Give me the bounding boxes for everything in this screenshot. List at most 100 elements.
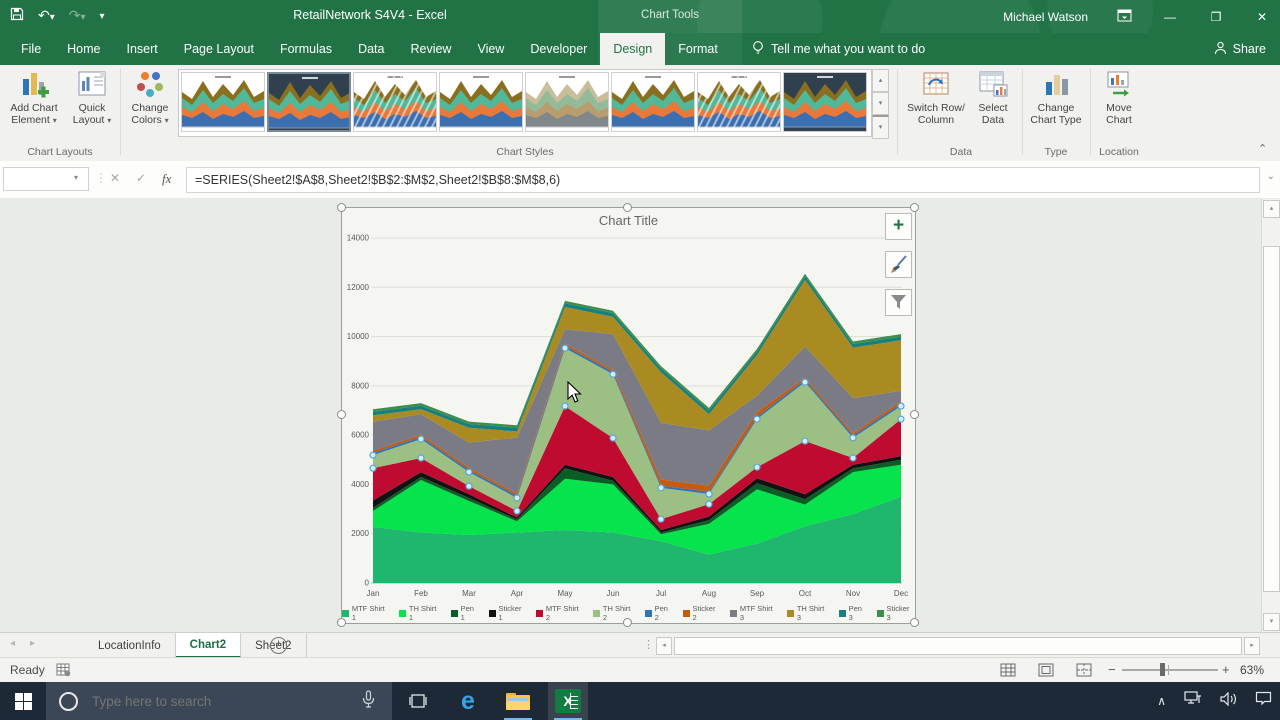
selected-series-point[interactable]	[801, 378, 809, 386]
legend-item-th-shirt-3[interactable]: TH Shirt 3	[787, 604, 830, 622]
area-series-th-shirt-3[interactable]	[373, 279, 901, 443]
selected-series-point[interactable]	[897, 402, 905, 410]
chart-title[interactable]: Chart Title	[598, 213, 659, 228]
selected-series-point[interactable]	[417, 435, 425, 443]
new-sheet-button[interactable]: +	[270, 637, 287, 654]
restore-button[interactable]: ❐	[1210, 9, 1222, 24]
sheet-tab-locationinfo[interactable]: LocationInfo	[84, 633, 176, 658]
legend-item-th-shirt-1[interactable]: TH Shirt 1	[399, 604, 442, 622]
area-series-th-shirt-2[interactable]	[373, 348, 901, 520]
area-series-th-shirt-1[interactable]	[373, 464, 901, 555]
zoom-slider-thumb[interactable]	[1160, 663, 1165, 676]
ribbon-tab-developer[interactable]: Developer	[530, 42, 588, 56]
selected-series-point[interactable]	[897, 415, 905, 423]
chart-style-thumb-1[interactable]	[181, 72, 265, 132]
ribbon-tab-insert[interactable]: Insert	[126, 42, 158, 56]
zoom-percent[interactable]: 63%	[1240, 663, 1265, 677]
legend-item-pen-2[interactable]: Pen 2	[644, 604, 674, 622]
selected-series-point[interactable]	[657, 484, 665, 492]
change-chart-type-button[interactable]: Change Chart Type	[1026, 69, 1086, 141]
selected-series-point[interactable]	[561, 344, 569, 352]
chart-handle-e[interactable]	[910, 410, 919, 419]
selected-series-point[interactable]	[849, 434, 857, 442]
horizontal-scroll-thumb[interactable]	[674, 637, 1242, 655]
volume-icon[interactable]	[1220, 691, 1237, 711]
zoom-in-icon[interactable]: +	[1222, 662, 1230, 677]
legend-item-th-shirt-2[interactable]: TH Shirt 2	[593, 604, 636, 622]
normal-view-icon[interactable]	[1000, 663, 1016, 682]
chart-legend[interactable]: MTF Shirt 1 TH Shirt 1 Pen 1 Sticker 1 MTF S…	[342, 604, 915, 622]
selected-series-point[interactable]	[657, 515, 665, 523]
user-name[interactable]: Michael Watson	[1003, 9, 1088, 24]
collapse-ribbon-icon[interactable]: ⌃	[1258, 143, 1268, 155]
select-data-button[interactable]: Select Data	[969, 69, 1017, 141]
ribbon-tab-formulas[interactable]: Formulas	[279, 42, 333, 56]
selected-series-point[interactable]	[609, 434, 617, 442]
save-icon[interactable]	[10, 0, 24, 33]
hscroll-left-arrow[interactable]: ◂	[656, 637, 672, 655]
sheet-nav-left-icon[interactable]: ◂	[10, 638, 16, 649]
name-box-caret-icon[interactable]: ▾	[74, 173, 79, 182]
ribbon-display-options-icon[interactable]	[1114, 9, 1134, 25]
chart-handle-sw[interactable]	[337, 618, 346, 627]
selected-series-point[interactable]	[465, 482, 473, 490]
name-box[interactable]	[3, 167, 89, 191]
selected-series-point[interactable]	[417, 454, 425, 462]
tray-chevron-icon[interactable]: ∧	[1157, 694, 1166, 708]
hscroll-right-arrow[interactable]: ▸	[1244, 637, 1260, 655]
start-button[interactable]	[0, 682, 46, 720]
ribbon-tab-format[interactable]: Format	[678, 42, 718, 56]
chart-style-thumb-6[interactable]	[611, 72, 695, 132]
insert-function-icon[interactable]: fx	[162, 171, 172, 186]
ribbon-tab-home[interactable]: Home	[67, 42, 101, 56]
macro-record-icon[interactable]	[56, 663, 71, 682]
sheet-tab-chart2[interactable]: Chart2	[175, 633, 242, 658]
action-center-icon[interactable]	[1255, 691, 1272, 711]
legend-item-pen-1[interactable]: Pen 1	[450, 604, 480, 622]
selected-series-point[interactable]	[753, 463, 761, 471]
gallery-scroll-up[interactable]: ▴	[872, 69, 889, 92]
selected-series-point[interactable]	[513, 507, 521, 515]
scroll-up-arrow[interactable]: ▴	[1263, 200, 1280, 218]
legend-item-sticker-1[interactable]: Sticker 1	[488, 604, 527, 622]
switch-row-column-button[interactable]: Switch Row/ Column	[905, 69, 967, 141]
legend-item-mtf-shirt-2[interactable]: MTF Shirt 2	[536, 604, 584, 622]
ribbon-tab-data[interactable]: Data	[358, 42, 385, 56]
undo-icon[interactable]: ↶▾	[38, 7, 55, 23]
selected-series-point[interactable]	[801, 437, 809, 445]
selected-series-point[interactable]	[513, 494, 521, 502]
chart-handle-w[interactable]	[337, 410, 346, 419]
ribbon-tab-page-layout[interactable]: Page Layout	[183, 42, 254, 56]
ribbon-tab-file[interactable]: File	[21, 42, 42, 56]
excel-taskbar-icon[interactable]: X	[548, 682, 588, 720]
page-layout-view-icon[interactable]	[1038, 663, 1054, 682]
chart-style-thumb-4[interactable]	[439, 72, 523, 132]
chart-handle-n[interactable]	[623, 203, 632, 212]
chart-object[interactable]: Chart Title 0 2000 4000 6000 8000 10000 12000 1…	[337, 203, 919, 627]
legend-item-sticker-2[interactable]: Sticker 2	[682, 604, 721, 622]
task-view-button[interactable]	[398, 682, 438, 720]
chart-style-thumb-7[interactable]	[697, 72, 781, 132]
ribbon-tab-review[interactable]: Review	[410, 42, 452, 56]
selected-series-point[interactable]	[753, 415, 761, 423]
legend-item-mtf-shirt-1[interactable]: MTF Shirt 1	[342, 604, 390, 622]
chart-handle-se[interactable]	[910, 618, 919, 627]
chart-style-thumb-2[interactable]	[267, 72, 351, 132]
selected-series-point[interactable]	[705, 490, 713, 498]
chart-style-thumb-8[interactable]	[783, 72, 867, 132]
chart-handle-nw[interactable]	[337, 203, 346, 212]
customize-qat-icon[interactable]: ▾	[99, 11, 105, 22]
chart-handle-ne[interactable]	[910, 203, 919, 212]
scroll-down-arrow[interactable]: ▾	[1263, 613, 1280, 631]
area-series-sticker-1[interactable]	[373, 456, 901, 533]
search-input[interactable]	[90, 692, 324, 710]
legend-item-sticker-3[interactable]: Sticker 3	[876, 604, 915, 622]
chart-style-thumb-5[interactable]	[525, 72, 609, 132]
taskbar-search-box[interactable]	[46, 682, 392, 720]
selected-series-point[interactable]	[561, 402, 569, 410]
share-button[interactable]: Share	[1214, 33, 1266, 65]
vertical-scrollbar[interactable]: ▴ ▾	[1261, 199, 1280, 632]
tell-me-box[interactable]: Tell me what you want to do	[752, 33, 925, 65]
zoom-slider-track[interactable]	[1122, 669, 1218, 671]
ribbon-tab-design[interactable]: Design	[600, 33, 666, 65]
